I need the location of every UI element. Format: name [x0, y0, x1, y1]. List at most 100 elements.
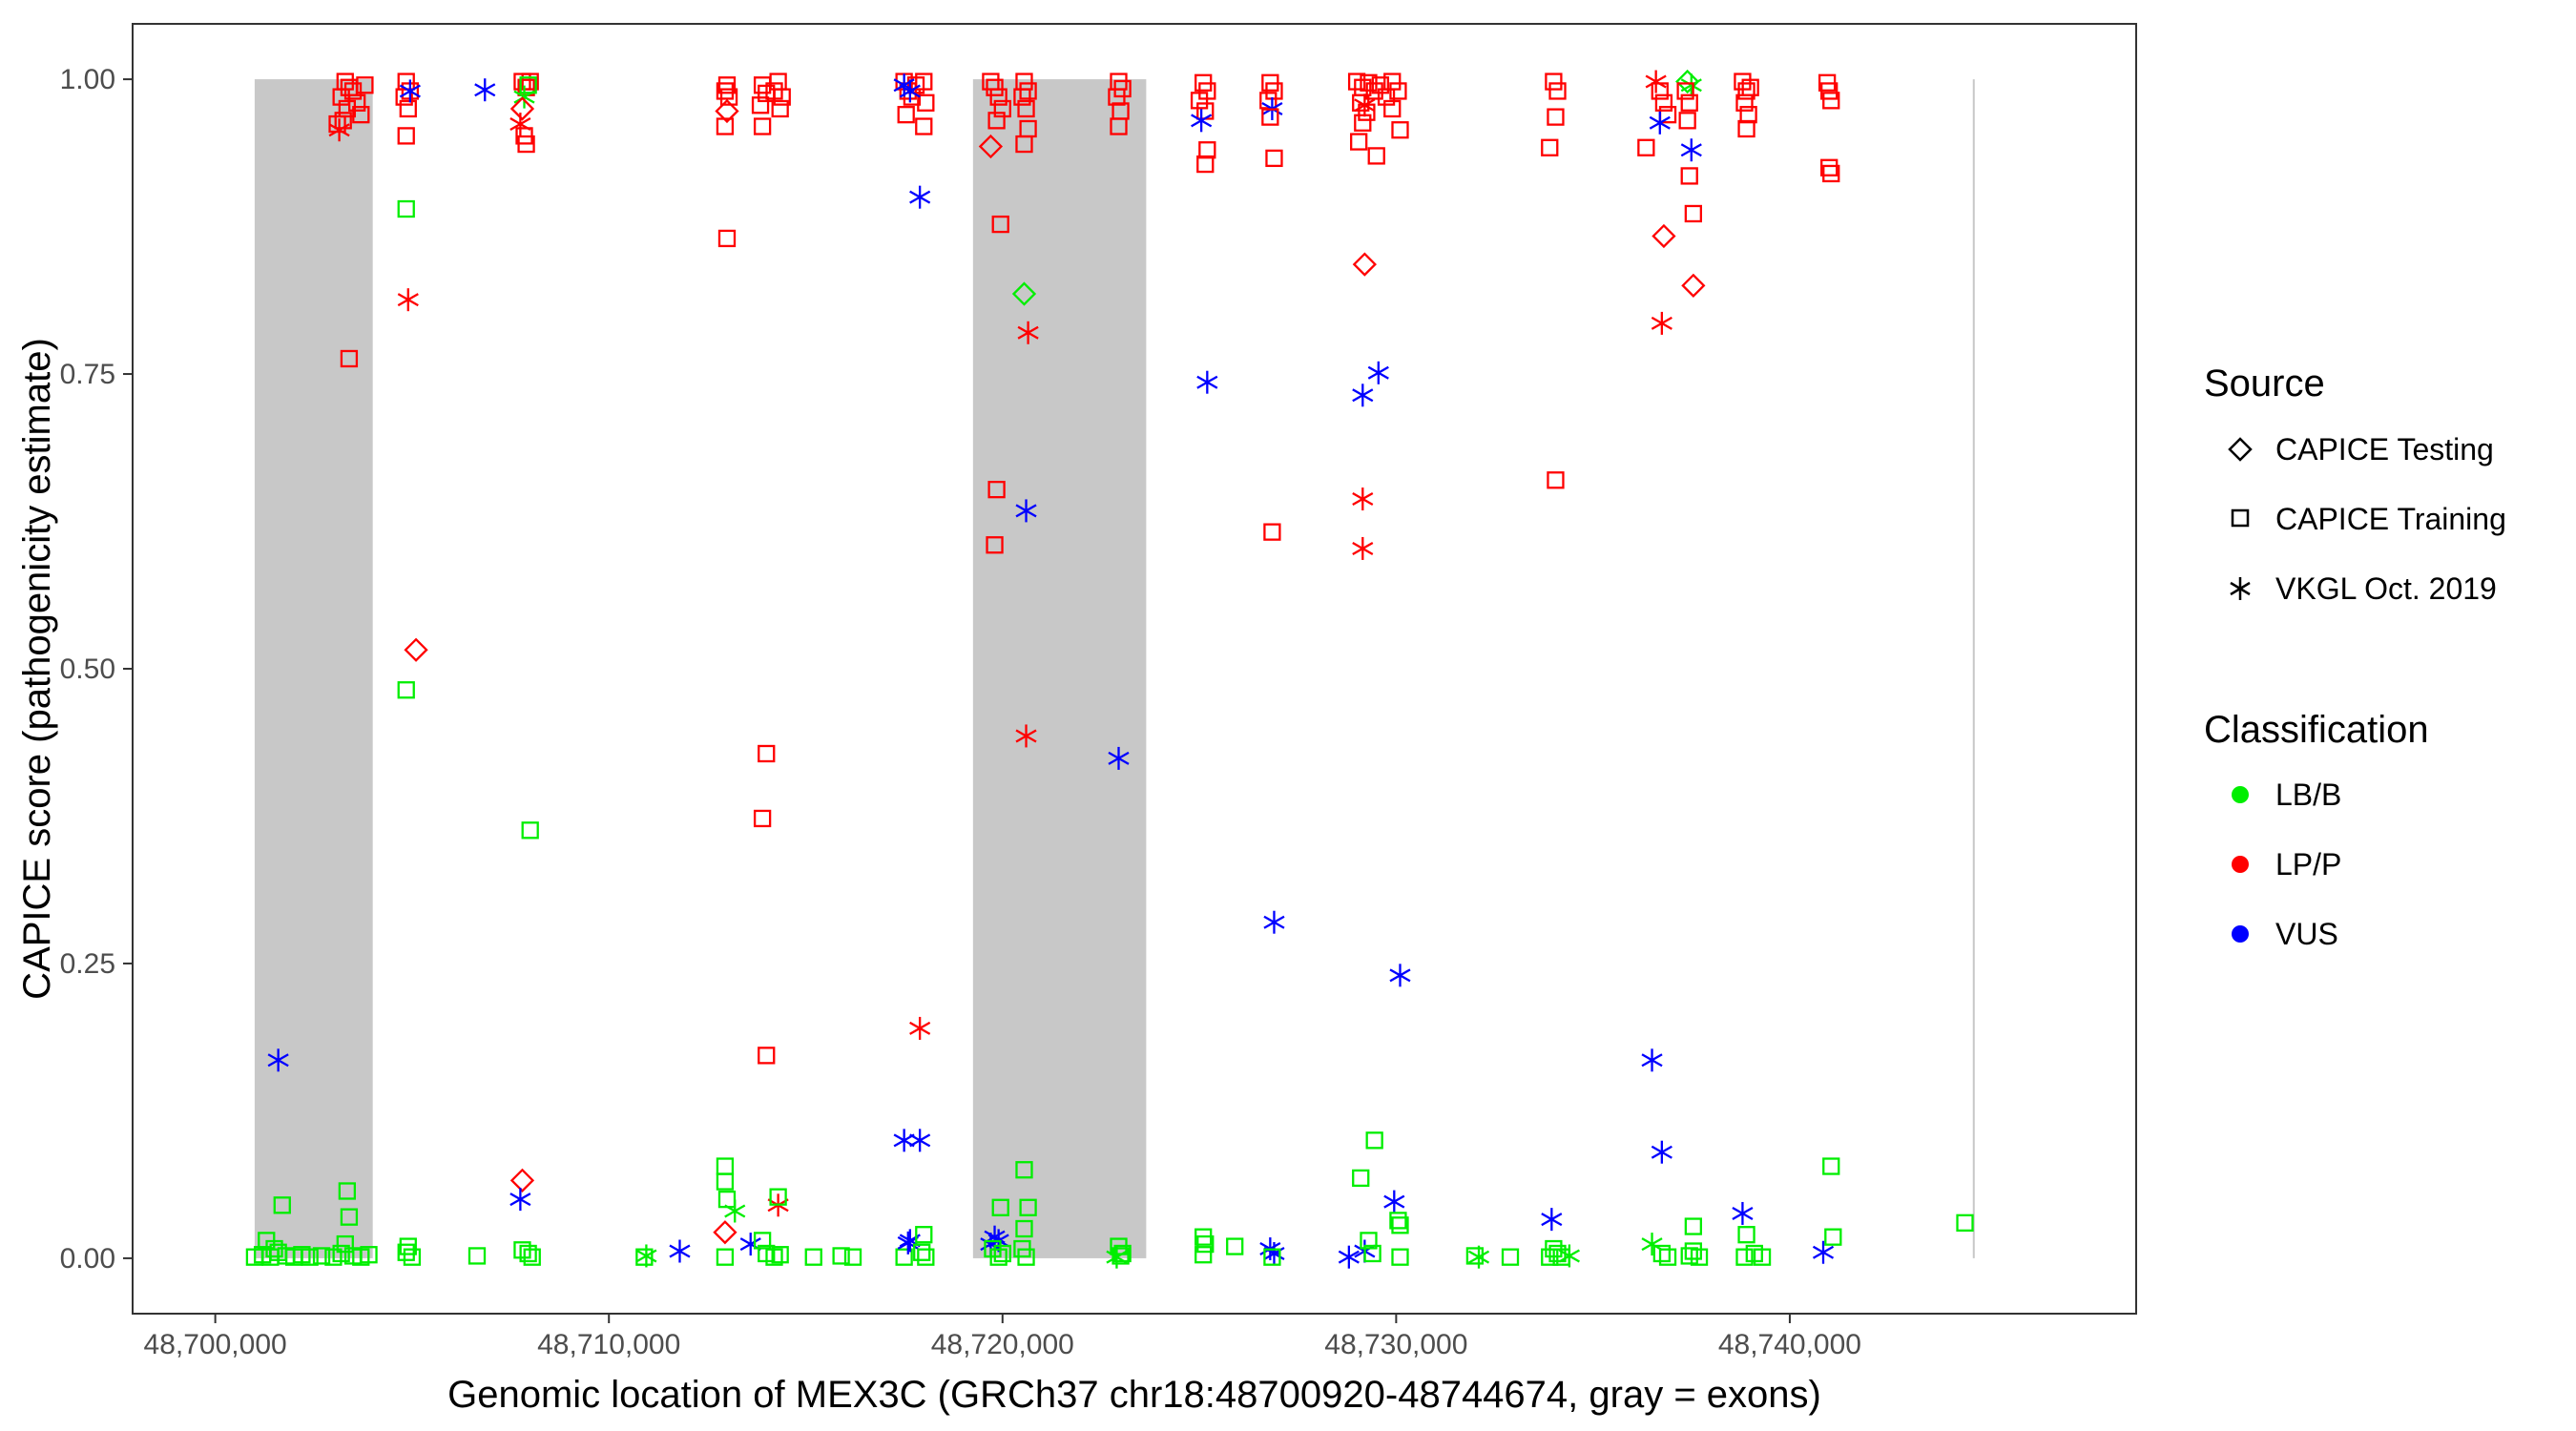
point-diamond-lb-b [1675, 69, 1700, 94]
point-asterisk-lb-b [1680, 73, 1702, 97]
point-square-lb-b [312, 1247, 331, 1265]
point-asterisk-vus [909, 1129, 931, 1152]
point-square-lp-p [1822, 92, 1840, 110]
point-square-lb-b [716, 1248, 735, 1266]
point-asterisk-vus [1108, 746, 1130, 770]
point-square-lb-b [1501, 1248, 1520, 1266]
point-square-lb-b [635, 1248, 654, 1266]
y-tick-label: 0.50 [60, 653, 115, 685]
point-square-lp-p [1654, 93, 1673, 112]
point-square-lb-b [1735, 1248, 1754, 1266]
point-square-lb-b [1684, 1242, 1703, 1260]
point-asterisk-vus [669, 1239, 691, 1263]
point-square-lp-p [1265, 149, 1283, 168]
x-axis-ticks: 48,700,000 48,710,000 48,720,000 48,730,000… [144, 1314, 1861, 1360]
exon-bands [254, 79, 1147, 1258]
x-axis-title: Genomic location of MEX3C (GRCh37 chr18:… [447, 1374, 1821, 1416]
x-tick-label: 48,700,000 [144, 1329, 287, 1360]
point-square-lb-b [1391, 1216, 1409, 1234]
point-asterisk-vus [267, 1048, 289, 1072]
point-square-lp-p [352, 106, 370, 124]
point-square-lp-p [753, 809, 772, 828]
legend-source-title: Source [2204, 363, 2325, 404]
x-tick-label: 48,730,000 [1324, 1329, 1467, 1360]
point-square-lb-b [1680, 1247, 1698, 1265]
point-square-lb-b [519, 1244, 537, 1263]
legend-label-capice-training: CAPICE Training [2275, 502, 2506, 536]
legend-entry-vus: VUS [2232, 917, 2338, 951]
point-asterisk-vus [1649, 111, 1671, 135]
point-asterisk-vus [1196, 370, 1218, 394]
point-square-lb-b [336, 1234, 354, 1254]
point-square-lp-p [397, 127, 415, 145]
point-asterisk-vus [1263, 910, 1285, 934]
data-points [245, 69, 1974, 1269]
point-square-lb-b [1226, 1237, 1244, 1255]
point-square-lp-p [1391, 121, 1409, 139]
point-square-lp-p [915, 73, 933, 91]
point-square-lp-p [716, 82, 735, 100]
point-asterisk-lp-p [1651, 311, 1672, 335]
point-diamond-lp-p [509, 96, 535, 121]
point-square-lp-p [1383, 99, 1402, 118]
point-diamond-lp-p [1652, 223, 1676, 249]
point-square-lb-b [804, 1248, 822, 1266]
legend-entry-capice-testing: CAPICE Testing [2228, 432, 2494, 467]
point-square-lb-b [1956, 1213, 1974, 1232]
point-asterisk-lp-p [397, 288, 419, 312]
point-square-lb-b [989, 1248, 1008, 1266]
point-asterisk-lp-p [1354, 93, 1376, 117]
point-square-lb-b [338, 1182, 357, 1200]
point-square-lb-b [1111, 1247, 1130, 1265]
point-square-lb-b [765, 1248, 783, 1266]
point-square-lp-p [987, 112, 1006, 130]
point-asterisk-vus [893, 1129, 915, 1152]
point-square-lp-p [1265, 82, 1283, 100]
point-square-lp-p [521, 73, 539, 91]
point-asterisk-vus [1389, 964, 1411, 987]
point-square-lb-b [340, 1208, 359, 1226]
point-asterisk-lb-b [1467, 1245, 1490, 1269]
point-square-lb-b [1363, 1244, 1381, 1263]
point-square-lp-p [1737, 82, 1755, 100]
point-square-lp-p [1820, 82, 1839, 100]
legend-label-vus: VUS [2275, 917, 2338, 951]
point-square-lb-b [301, 1248, 319, 1266]
legend-entry-lp-p: LP/P [2232, 847, 2341, 881]
point-square-lp-p [986, 536, 1004, 554]
point-square-lp-p [1013, 88, 1031, 106]
point-square-lb-b [769, 1188, 787, 1206]
point-square-lb-b [1019, 1198, 1037, 1216]
point-square-lp-p [1019, 82, 1037, 100]
point-square-lb-b [771, 1246, 789, 1264]
point-square-lp-p [1383, 73, 1402, 91]
point-asterisk-vus [509, 1188, 531, 1212]
point-square-lp-p [719, 88, 738, 106]
point-square-lb-b [915, 1226, 933, 1244]
legend-label-lp-p: LP/P [2275, 847, 2341, 881]
point-square-lb-b [895, 1248, 913, 1266]
point-square-lp-p [993, 99, 1011, 118]
point-square-lp-p [716, 117, 735, 135]
point-diamond-lp-p [978, 134, 1004, 159]
point-square-lb-b [523, 1248, 541, 1266]
point-square-lp-p [1737, 119, 1755, 138]
point-square-lp-p [348, 93, 366, 112]
y-tick-label: 1.00 [60, 64, 115, 95]
point-square-lb-b [1352, 1169, 1370, 1188]
point-square-lp-p [1108, 88, 1126, 106]
point-square-lp-p [758, 1047, 776, 1065]
point-diamond-lb-b [1011, 281, 1037, 306]
point-asterisk-vus [1680, 138, 1702, 162]
point-square-lp-p [1678, 112, 1696, 130]
point-square-lp-p [1389, 82, 1407, 100]
point-asterisk-lb-b [1106, 1245, 1128, 1269]
point-asterisk-vus [1541, 1208, 1563, 1232]
legend-entry-capice-training: CAPICE Training [2231, 502, 2506, 536]
point-square-lp-p [1371, 76, 1390, 94]
point-asterisk-vus [1641, 1048, 1663, 1072]
exon-band-2 [972, 79, 1147, 1258]
point-square-lp-p [1680, 167, 1698, 185]
y-tick-label: 0.00 [60, 1243, 115, 1275]
